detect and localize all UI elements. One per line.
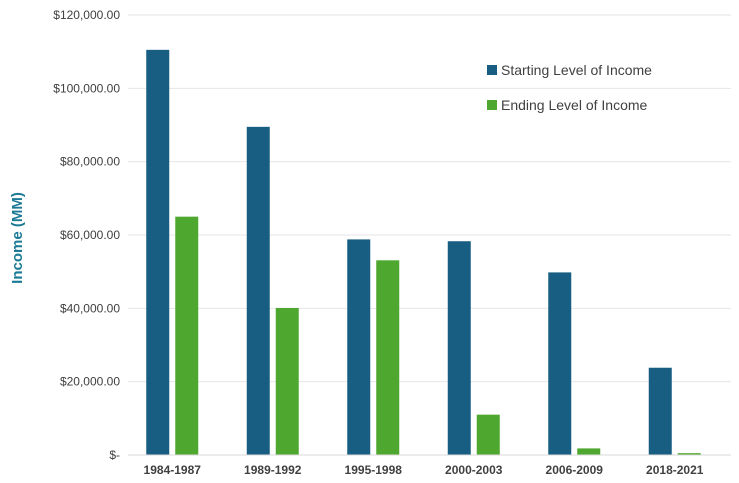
x-category-label: 1984-1987 — [144, 463, 202, 477]
bar-ending-2000-2003 — [476, 414, 500, 455]
x-category-label: 2006-2009 — [546, 463, 604, 477]
x-category-label: 1989-1992 — [244, 463, 302, 477]
legend: Starting Level of Income Ending Level of … — [487, 62, 652, 113]
bar-ending-2018-2021 — [677, 453, 701, 455]
y-axis-ticks: $- $20,000.00 $40,000.00 $60,000.00 $80,000.… — [53, 8, 120, 462]
bar-starting-2006-2009 — [548, 272, 572, 455]
y-tick-label: $40,000.00 — [60, 301, 120, 315]
y-tick-label: $20,000.00 — [60, 375, 120, 389]
y-tick-label: $120,000.00 — [53, 8, 120, 22]
legend-swatch — [487, 100, 497, 110]
x-axis-categories: 1984-1987 1989-1992 1995-1998 2000-2003 2006… — [144, 463, 704, 477]
bar-starting-1989-1992 — [246, 126, 270, 455]
y-tick-label: $60,000.00 — [60, 228, 120, 242]
legend-label: Ending Level of Income — [501, 97, 648, 113]
bars — [146, 49, 701, 455]
gridlines — [128, 14, 731, 383]
bar-ending-1984-1987 — [175, 216, 199, 455]
bar-ending-2006-2009 — [577, 448, 601, 455]
y-axis-label: Income (MM) — [9, 192, 26, 284]
y-tick-label: $- — [109, 448, 120, 462]
bar-starting-2000-2003 — [447, 241, 471, 455]
bar-ending-1995-1998 — [376, 260, 400, 455]
y-tick-label: $100,000.00 — [53, 81, 120, 95]
bar-starting-1995-1998 — [347, 239, 371, 455]
y-tick-label: $80,000.00 — [60, 155, 120, 169]
x-category-label: 2018-2021 — [646, 463, 704, 477]
bar-ending-1989-1992 — [275, 307, 299, 455]
x-category-label: 1995-1998 — [345, 463, 403, 477]
bar-starting-2018-2021 — [648, 367, 672, 455]
legend-swatch — [487, 65, 497, 75]
bar-starting-1984-1987 — [146, 49, 170, 455]
legend-label: Starting Level of Income — [501, 62, 652, 78]
x-category-label: 2000-2003 — [445, 463, 503, 477]
